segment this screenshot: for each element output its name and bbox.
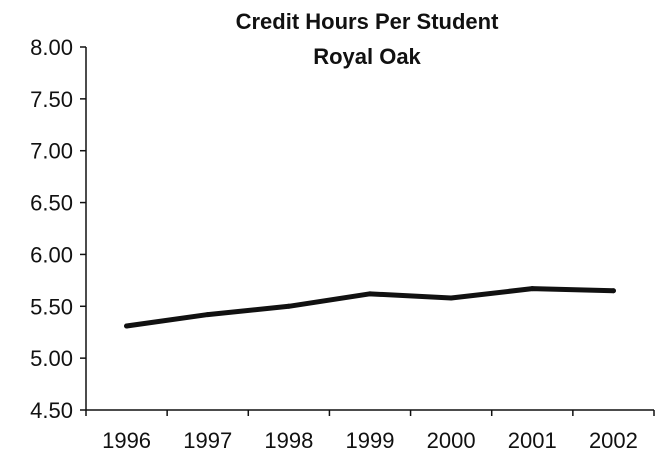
y-tick-label: 6.00	[30, 242, 73, 267]
x-tick-label: 2002	[589, 428, 638, 453]
x-tick-label: 1997	[183, 428, 232, 453]
x-tick-label: 1996	[102, 428, 151, 453]
data-point	[205, 312, 211, 318]
chart-title: Credit Hours Per Student	[236, 9, 499, 34]
data-point	[448, 295, 454, 301]
y-axis: 8.00 7.50 7.00 6.50 6.00 5.50 5.00 4.50	[30, 35, 87, 423]
x-tick-label: 2000	[427, 428, 476, 453]
series-group	[124, 286, 616, 329]
y-tick-label: 4.50	[30, 398, 73, 423]
y-tick-label: 8.00	[30, 35, 73, 60]
y-tick-label: 7.50	[30, 87, 73, 112]
data-point	[124, 323, 130, 329]
chart-subtitle: Royal Oak	[313, 44, 421, 69]
x-tick-label: 1999	[346, 428, 395, 453]
y-tick-label: 5.00	[30, 346, 73, 371]
x-tick-label: 2001	[508, 428, 557, 453]
data-point	[529, 286, 535, 292]
x-tick-label: 1998	[264, 428, 313, 453]
data-point	[286, 303, 292, 309]
data-point	[367, 291, 373, 297]
y-tick-label: 7.00	[30, 139, 73, 164]
data-point	[610, 288, 616, 294]
y-tick-label: 5.50	[30, 294, 73, 319]
x-axis: 1996 1997 1998 1999 2000 2001 2002	[85, 409, 655, 453]
y-tick-label: 6.50	[30, 191, 73, 216]
